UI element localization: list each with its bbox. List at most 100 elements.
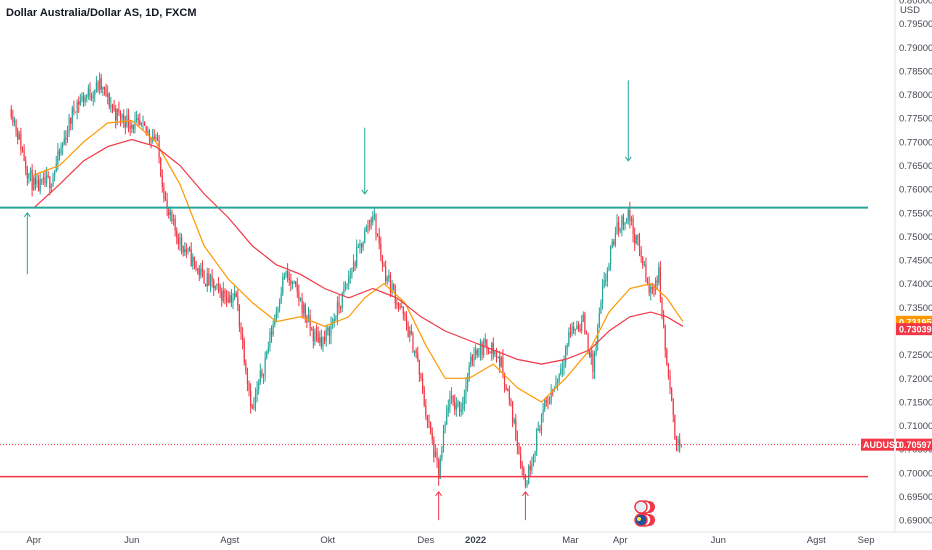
candle-body: [410, 330, 412, 334]
candle-body: [12, 117, 14, 123]
candle-body: [520, 454, 522, 466]
y-tick-label: 0.71500: [899, 397, 932, 408]
candle-body: [343, 289, 345, 294]
y-tick-label: 0.74000: [899, 279, 932, 290]
candle-body: [417, 353, 419, 361]
candle-body: [630, 218, 633, 221]
price-badge-value: 0.73195: [899, 317, 932, 327]
moving-average-fast: [33, 119, 684, 403]
candle-body: [402, 306, 404, 315]
candle-body: [303, 304, 305, 314]
candle-body: [494, 351, 496, 355]
candle-body: [184, 249, 186, 253]
candle-body: [187, 248, 189, 252]
y-axis-currency: USD: [900, 5, 920, 16]
y-tick-label: 0.69000: [899, 516, 932, 527]
candle-body: [274, 318, 276, 325]
candle-body: [37, 179, 40, 192]
candle-body: [23, 150, 25, 162]
x-axis[interactable]: Apr Jun Agst Okt Des 2022 Mar Apr Jun Agst Sep: [26, 535, 874, 546]
y-tick-label: 0.71000: [899, 421, 932, 432]
candle-body: [291, 281, 294, 284]
candle-body: [168, 208, 170, 216]
candle-body: [558, 373, 560, 382]
x-tick-label: Okt: [320, 535, 335, 546]
candle-body: [433, 439, 435, 457]
candle-body: [592, 353, 594, 372]
candle-body: [449, 397, 451, 408]
candle-body: [246, 371, 249, 384]
candle-body: [431, 433, 433, 440]
candle-body: [492, 343, 494, 355]
star-icon: [637, 517, 641, 521]
candle-body: [348, 278, 350, 284]
candle-body: [466, 379, 469, 386]
y-tick-label: 0.78500: [899, 66, 932, 77]
candle-body: [262, 373, 265, 377]
candle-body: [227, 299, 229, 303]
candle-body: [377, 234, 379, 237]
au-flag-icon[interactable]: [634, 513, 648, 527]
candle-body: [412, 333, 414, 353]
candle-body: [487, 348, 490, 353]
candle-body: [195, 261, 197, 269]
economic-event-icons[interactable]: [634, 500, 655, 527]
candle-body: [36, 179, 38, 185]
candle-body: [208, 273, 210, 286]
candle-body: [280, 293, 282, 303]
candle-body: [332, 321, 334, 324]
candle-body: [421, 378, 424, 389]
candle-body: [121, 114, 123, 119]
candle-body: [598, 313, 600, 327]
candle-body: [129, 125, 131, 129]
candle-body: [471, 356, 474, 361]
candle-body: [317, 334, 319, 343]
candle-body: [328, 327, 330, 337]
candle-body: [507, 389, 509, 391]
candle-body: [63, 138, 65, 144]
candle-body: [340, 307, 342, 309]
candle-body: [460, 409, 462, 412]
candle-body: [211, 275, 213, 281]
candle-body: [50, 186, 53, 189]
candle-body: [576, 325, 578, 330]
candle-body: [458, 402, 461, 412]
candle-body: [399, 306, 401, 308]
candle-body: [365, 226, 367, 232]
candle-body: [45, 175, 48, 184]
candle-body: [198, 268, 200, 276]
au-flag-icon[interactable]: [634, 500, 648, 514]
candle-body: [118, 108, 120, 112]
candle-body: [503, 373, 506, 387]
candle-body: [656, 280, 658, 283]
candle-body: [18, 134, 20, 140]
candle-body: [203, 271, 205, 284]
candle-body: [253, 405, 255, 409]
candle-body: [529, 465, 531, 471]
candle-body: [176, 230, 178, 238]
candle-body: [269, 331, 271, 348]
candle-body: [193, 256, 196, 262]
x-tick-label: Agst: [807, 535, 826, 546]
candle-body: [370, 220, 372, 223]
candle-body: [225, 296, 228, 300]
candle-body: [597, 326, 599, 345]
candle-body: [283, 276, 286, 278]
candle-body: [10, 108, 12, 118]
y-tick-label: 0.78000: [899, 90, 932, 101]
candle-body: [124, 120, 126, 127]
candle-body: [648, 284, 650, 293]
y-tick-label: 0.76500: [899, 161, 932, 172]
candle-body: [499, 356, 501, 367]
candle-body: [532, 455, 535, 465]
candle-body: [224, 290, 226, 297]
candle-body: [34, 177, 36, 185]
candle-body: [401, 306, 403, 308]
candle-body: [134, 120, 136, 129]
candle-body: [643, 264, 645, 266]
candle-body: [57, 151, 59, 164]
candle-body: [94, 90, 96, 96]
candle-body: [544, 400, 546, 410]
candle-body: [389, 275, 392, 293]
